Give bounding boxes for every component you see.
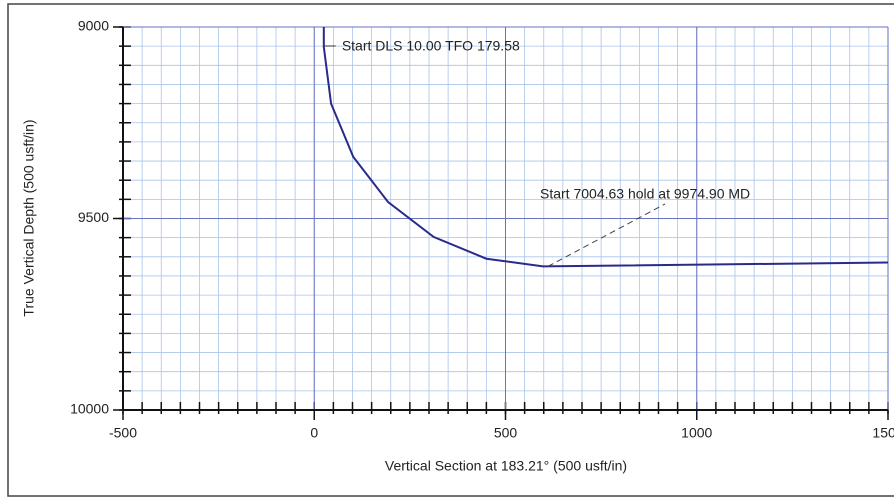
frame xyxy=(7,3,894,497)
annotation-leader xyxy=(547,203,666,267)
y-axis-title: True Vertical Depth (500 usft/in) xyxy=(21,119,37,316)
x-tick-label: 0 xyxy=(310,425,318,441)
annotation: Start 7004.63 hold at 9974.90 MD xyxy=(540,186,750,202)
x-axis-title: Vertical Section at 183.21° (500 usft/in… xyxy=(385,458,627,474)
x-tick-label: 1000 xyxy=(681,425,712,441)
y-tick-label: 9000 xyxy=(78,18,109,34)
well-path xyxy=(322,27,889,268)
x-tick-label: 500 xyxy=(494,425,518,441)
x-tick-label: -500 xyxy=(109,425,137,441)
annotation: Start DLS 10.00 TFO 179.58 xyxy=(342,38,520,54)
y-tick-label: 10000 xyxy=(70,401,109,417)
y-tick-label: 9500 xyxy=(78,209,109,225)
x-tick-label: 1500 xyxy=(872,425,894,441)
